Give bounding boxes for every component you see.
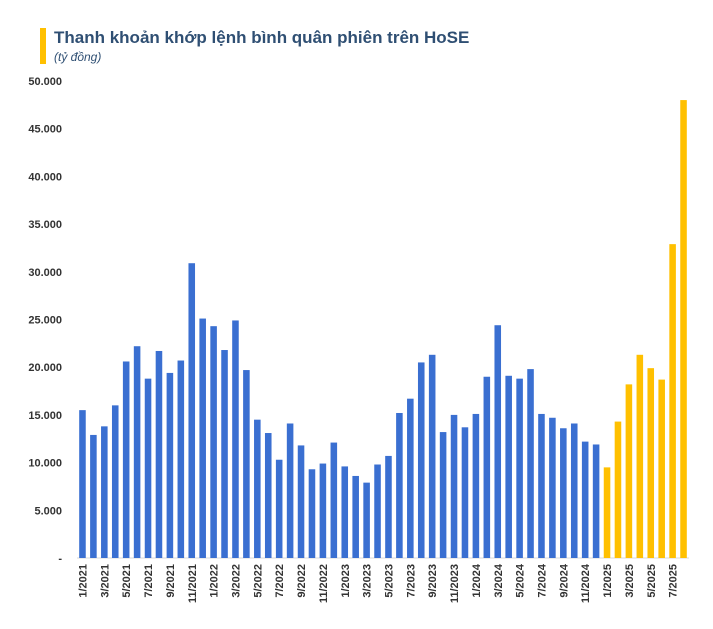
- bar: [188, 263, 196, 558]
- x-tick-label: 1/2024: [471, 563, 483, 598]
- bar: [90, 434, 97, 558]
- bar: [647, 368, 655, 558]
- chart-title: Thanh khoản khớp lệnh bình quân phiên tr…: [54, 28, 470, 47]
- bar: [275, 459, 283, 558]
- bar: [352, 475, 359, 558]
- x-tick-label: 7/2024: [536, 563, 548, 598]
- bar: [494, 325, 502, 558]
- bar: [341, 466, 349, 558]
- bar: [221, 350, 228, 558]
- x-tick-label: 1/2021: [77, 564, 89, 598]
- x-tick-label: 11/2021: [187, 564, 199, 603]
- chart-subtitle: (tỷ đồng): [54, 50, 102, 64]
- y-tick-label: 30.000: [28, 267, 62, 279]
- bar: [407, 398, 414, 558]
- bar: [669, 244, 676, 558]
- bar: [625, 384, 633, 558]
- bar: [461, 427, 469, 558]
- x-tick-label: 11/2022: [318, 564, 330, 603]
- y-tick-label: 40.000: [28, 171, 62, 183]
- y-tick-label: 10.000: [28, 458, 62, 470]
- bar: [122, 361, 130, 558]
- bar: [319, 463, 327, 558]
- bar: [396, 412, 403, 558]
- x-tick-label: 3/2022: [230, 564, 242, 598]
- y-tick-label: -: [58, 553, 62, 565]
- bar: [363, 482, 370, 558]
- bar: [308, 469, 316, 558]
- bar: [232, 320, 239, 558]
- title-accent-bar: [40, 28, 46, 64]
- bar: [210, 326, 217, 558]
- bar: [264, 433, 272, 558]
- bar: [603, 467, 611, 558]
- bar: [417, 362, 425, 558]
- bar: [538, 413, 545, 558]
- y-tick-label: 45.000: [28, 124, 62, 136]
- bar: [286, 423, 294, 558]
- bar: [527, 369, 534, 558]
- bar: [297, 445, 305, 558]
- x-tick-label: 5/2022: [252, 564, 264, 598]
- bar: [79, 410, 86, 558]
- y-tick-label: 35.000: [28, 219, 62, 231]
- x-tick-label: 3/2021: [99, 564, 111, 598]
- bar: [254, 419, 261, 558]
- bar: [155, 350, 163, 558]
- bar: [560, 428, 567, 558]
- x-tick-label: 7/2023: [405, 564, 417, 598]
- bar: [177, 360, 185, 558]
- x-tick-label: 3/2023: [362, 564, 374, 598]
- bar: [450, 414, 458, 558]
- x-tick-label: 5/2025: [646, 564, 658, 598]
- bar: [614, 421, 622, 558]
- bar: [330, 442, 338, 558]
- x-tick-label: 7/2021: [143, 564, 155, 598]
- bar: [101, 426, 108, 558]
- x-tick-label: 1/2025: [602, 564, 614, 598]
- bar: [385, 455, 392, 558]
- bar: [680, 100, 687, 558]
- x-tick-label: 5/2024: [515, 563, 527, 598]
- x-tick-label: 7/2022: [274, 564, 286, 598]
- y-tick-label: 15.000: [28, 410, 62, 422]
- bar: [472, 413, 480, 558]
- x-tick-label: 7/2025: [668, 564, 680, 598]
- x-tick-label: 5/2021: [121, 564, 133, 598]
- bar: [581, 441, 589, 558]
- x-tick-label: 9/2021: [165, 564, 177, 598]
- y-tick-label: 25.000: [28, 315, 62, 327]
- bar: [374, 464, 381, 558]
- bar: [133, 346, 141, 558]
- y-tick-label: 5.000: [34, 505, 62, 517]
- bar: [636, 354, 644, 558]
- bar: [658, 379, 665, 558]
- bar: [166, 372, 174, 558]
- bar: [505, 375, 512, 558]
- bar: [483, 376, 491, 558]
- bar: [516, 378, 523, 558]
- bar: [570, 423, 578, 558]
- x-tick-label: 9/2023: [427, 564, 439, 598]
- bar: [111, 405, 119, 558]
- x-tick-label: 9/2022: [296, 564, 308, 598]
- x-tick-label: 11/2023: [449, 564, 461, 603]
- bar: [199, 318, 206, 558]
- x-tick-label: 11/2024: [580, 563, 592, 603]
- x-tick-label: 3/2024: [493, 563, 505, 598]
- x-tick-label: 9/2024: [558, 563, 570, 598]
- x-tick-label: 1/2022: [209, 564, 221, 598]
- x-tick-label: 3/2025: [624, 564, 636, 598]
- bar: [439, 432, 447, 558]
- bar: [592, 444, 600, 558]
- bar: [243, 370, 250, 558]
- bar: [144, 378, 152, 558]
- bar: [428, 354, 436, 558]
- x-tick-label: 5/2023: [383, 564, 395, 598]
- bar: [549, 417, 556, 558]
- y-tick-label: 50.000: [28, 76, 62, 88]
- x-tick-label: 1/2023: [340, 564, 352, 598]
- y-tick-label: 20.000: [28, 362, 62, 374]
